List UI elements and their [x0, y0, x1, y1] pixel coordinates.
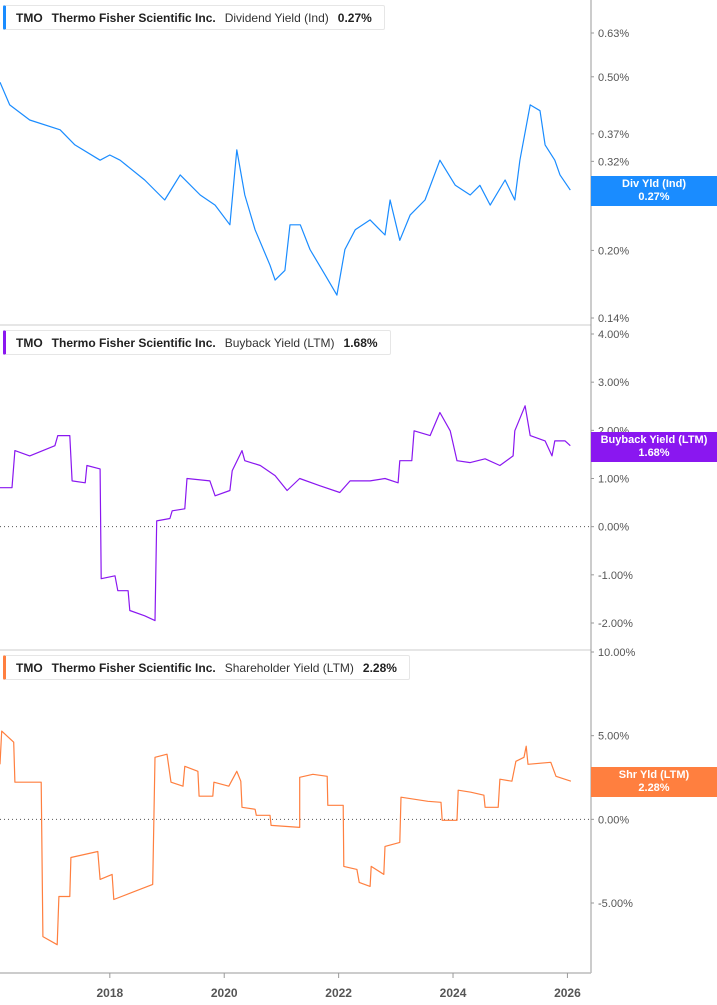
legend-company: Thermo Fisher Scientific Inc.	[51, 335, 216, 350]
legend-metric: Buyback Yield (LTM)	[224, 335, 335, 350]
tag-label: Shr Yld (LTM)	[618, 769, 690, 781]
y-tick-label: 0.63%	[598, 28, 629, 40]
last-value-tag-buyback: Buyback Yield (LTM) 1.68%	[591, 432, 717, 462]
y-tick-label: 0.32%	[598, 156, 629, 168]
tag-label: Div Yld (Ind)	[622, 178, 686, 190]
tag-value: 1.68%	[638, 447, 670, 459]
y-tick-label: 5.00%	[598, 731, 629, 743]
legend-ticker: TMO	[16, 335, 43, 350]
tag-value: 0.27%	[638, 191, 670, 203]
legend-value: 0.27%	[337, 10, 372, 25]
x-tick-label: 2018	[96, 986, 123, 1000]
legend-ticker: TMO	[16, 10, 43, 25]
x-tick-label: 2026	[554, 986, 581, 1000]
last-value-tag-dividend: Div Yld (Ind) 0.27%	[591, 176, 717, 206]
y-tick-label: 0.00%	[598, 814, 629, 826]
x-tick-label: 2024	[440, 986, 467, 1000]
y-tick-label: 0.14%	[598, 313, 629, 325]
legend-shareholder-yield: TMO Thermo Fisher Scientific Inc. Shareh…	[3, 655, 410, 680]
last-value-tag-shareholder: Shr Yld (LTM) 2.28%	[591, 767, 717, 797]
series-line	[0, 405, 571, 622]
y-tick-label: 0.00%	[598, 522, 629, 534]
series-line	[0, 81, 571, 296]
y-tick-label: -1.00%	[598, 570, 633, 582]
series-line	[0, 730, 572, 946]
legend-buyback-yield: TMO Thermo Fisher Scientific Inc. Buybac…	[3, 330, 391, 355]
y-tick-label: 0.37%	[598, 129, 629, 141]
legend-company: Thermo Fisher Scientific Inc.	[51, 660, 216, 675]
legend-value: 2.28%	[362, 660, 397, 675]
y-tick-label: 0.50%	[598, 72, 629, 84]
y-tick-label: 1.00%	[598, 474, 629, 486]
x-tick-label: 2020	[211, 986, 238, 1000]
legend-ticker: TMO	[16, 660, 43, 675]
tag-value: 2.28%	[638, 782, 670, 794]
legend-dividend-yield: TMO Thermo Fisher Scientific Inc. Divide…	[3, 5, 385, 30]
legend-company: Thermo Fisher Scientific Inc.	[51, 10, 216, 25]
legend-metric: Shareholder Yield (LTM)	[224, 660, 354, 675]
x-tick-label: 2022	[325, 986, 352, 1000]
y-tick-label: 4.00%	[598, 329, 629, 341]
legend-metric: Dividend Yield (Ind)	[224, 10, 329, 25]
legend-value: 1.68%	[343, 335, 378, 350]
tag-label: Buyback Yield (LTM)	[600, 434, 708, 446]
y-tick-label: 10.00%	[598, 647, 636, 659]
y-tick-label: 3.00%	[598, 377, 629, 389]
y-tick-label: 0.20%	[598, 245, 629, 257]
y-tick-label: -2.00%	[598, 618, 633, 630]
y-tick-label: -5.00%	[598, 898, 633, 910]
